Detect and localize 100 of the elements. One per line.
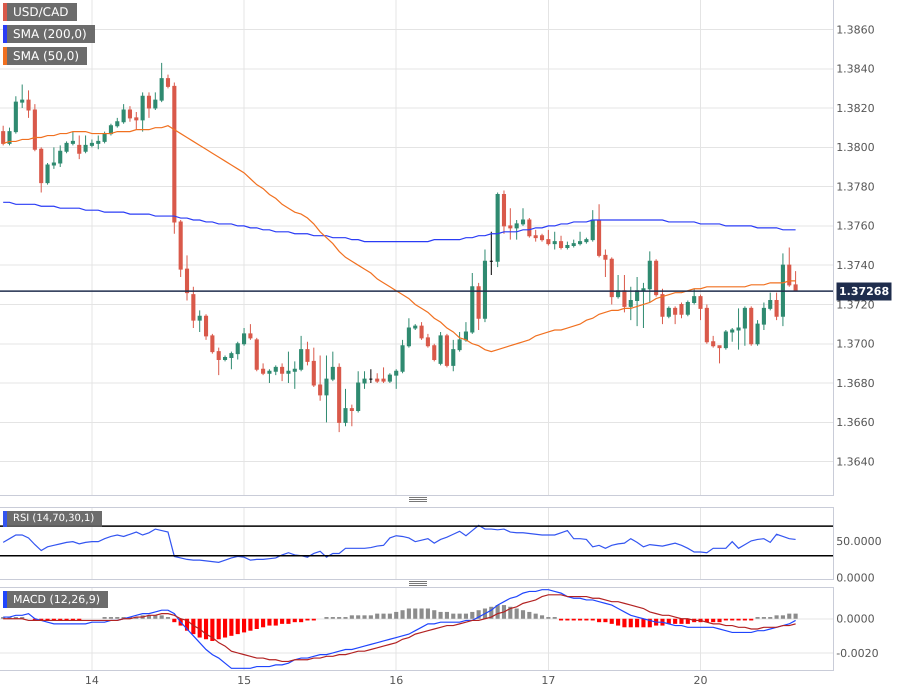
bar xyxy=(470,612,474,619)
line-series xyxy=(2,202,796,242)
candlestick xyxy=(39,146,44,193)
bar xyxy=(622,618,626,628)
candlestick xyxy=(641,282,646,329)
candlestick xyxy=(14,96,18,134)
bar xyxy=(236,618,240,634)
candlestick xyxy=(52,146,56,170)
candlestick xyxy=(572,239,576,248)
candlestick xyxy=(362,370,367,390)
bar xyxy=(444,612,449,619)
y-tick-label: 1.3720 xyxy=(836,298,875,312)
candlestick xyxy=(7,127,12,146)
candlestick xyxy=(292,360,297,390)
candlestick xyxy=(692,288,696,305)
candlestick xyxy=(673,306,678,325)
candlestick xyxy=(172,82,176,234)
bar xyxy=(350,615,354,619)
candlestick xyxy=(774,292,779,321)
candlestick xyxy=(489,231,494,276)
candlestick xyxy=(64,140,69,154)
candlestick xyxy=(438,331,443,366)
candlestick xyxy=(343,388,348,427)
bar xyxy=(520,610,526,619)
bar xyxy=(153,615,158,619)
candlestick xyxy=(184,254,190,302)
candlestick xyxy=(274,364,278,376)
y-tick-label: 1.3780 xyxy=(836,180,875,194)
bar xyxy=(198,618,202,638)
candlestick xyxy=(356,370,360,413)
candlestick xyxy=(122,104,126,124)
candlestick xyxy=(742,306,747,346)
bar xyxy=(774,615,779,619)
bar xyxy=(210,618,214,641)
candlestick xyxy=(698,294,703,321)
y-tick-label: -0.0020 xyxy=(836,646,879,660)
candlestick xyxy=(368,368,373,384)
bar xyxy=(413,608,418,619)
bar xyxy=(426,608,430,619)
y-tick-label: 1.3820 xyxy=(836,102,875,115)
candlestick xyxy=(102,131,107,144)
candlestick xyxy=(299,335,304,372)
bar xyxy=(451,614,456,619)
candlestick xyxy=(337,362,342,433)
candlestick xyxy=(178,220,183,278)
candlestick xyxy=(58,144,62,168)
candlestick xyxy=(1,125,6,146)
bar xyxy=(527,612,532,619)
candlestick xyxy=(406,318,411,348)
candlestick xyxy=(546,229,550,246)
y-tick-label: 1.3680 xyxy=(836,376,875,390)
candlestick xyxy=(204,314,208,340)
candlestick xyxy=(350,404,354,427)
bar xyxy=(458,614,462,619)
candlestick xyxy=(502,190,506,234)
y-tick-label: 0.0000 xyxy=(836,572,875,585)
x-tick-label: 20 xyxy=(694,674,708,688)
candlestick xyxy=(388,372,392,384)
candlestick xyxy=(482,248,488,323)
bar xyxy=(286,618,290,624)
candlestick xyxy=(520,208,526,226)
candlestick xyxy=(704,304,709,344)
candlestick xyxy=(413,324,418,330)
candlestick xyxy=(622,274,626,313)
bar xyxy=(274,618,278,626)
y-tick-label: 1.3760 xyxy=(836,220,875,233)
candlestick xyxy=(166,74,170,89)
bar xyxy=(292,618,297,622)
candlestick xyxy=(198,310,202,332)
x-tick-label: 15 xyxy=(237,674,252,688)
candlestick xyxy=(318,355,322,402)
candlestick xyxy=(254,337,259,372)
candlestick xyxy=(20,84,24,109)
candlestick xyxy=(628,286,633,321)
candlestick xyxy=(768,292,772,311)
candlestick xyxy=(635,276,640,327)
legend-label: USD/CAD xyxy=(13,4,70,21)
bar xyxy=(628,618,633,628)
candlestick xyxy=(70,131,75,146)
x-tick-label: 17 xyxy=(541,674,556,688)
candlestick xyxy=(267,368,272,384)
y-tick-label: 1.3700 xyxy=(836,338,875,351)
candlestick xyxy=(26,90,31,118)
candlestick xyxy=(426,333,430,348)
bar xyxy=(787,614,792,619)
candlestick xyxy=(590,210,595,242)
candlestick xyxy=(476,282,481,330)
y-tick-label: 1.3660 xyxy=(836,416,875,430)
candlestick xyxy=(216,347,221,376)
candlestick xyxy=(648,250,652,303)
candlestick xyxy=(686,300,690,317)
x-tick-label: 16 xyxy=(389,674,404,688)
bar xyxy=(635,618,640,628)
candlestick xyxy=(115,117,120,128)
candlestick xyxy=(711,335,716,348)
candlestick xyxy=(666,306,671,319)
candlestick xyxy=(32,104,37,152)
bar xyxy=(362,615,367,619)
bar xyxy=(432,610,436,619)
bar xyxy=(534,614,538,619)
